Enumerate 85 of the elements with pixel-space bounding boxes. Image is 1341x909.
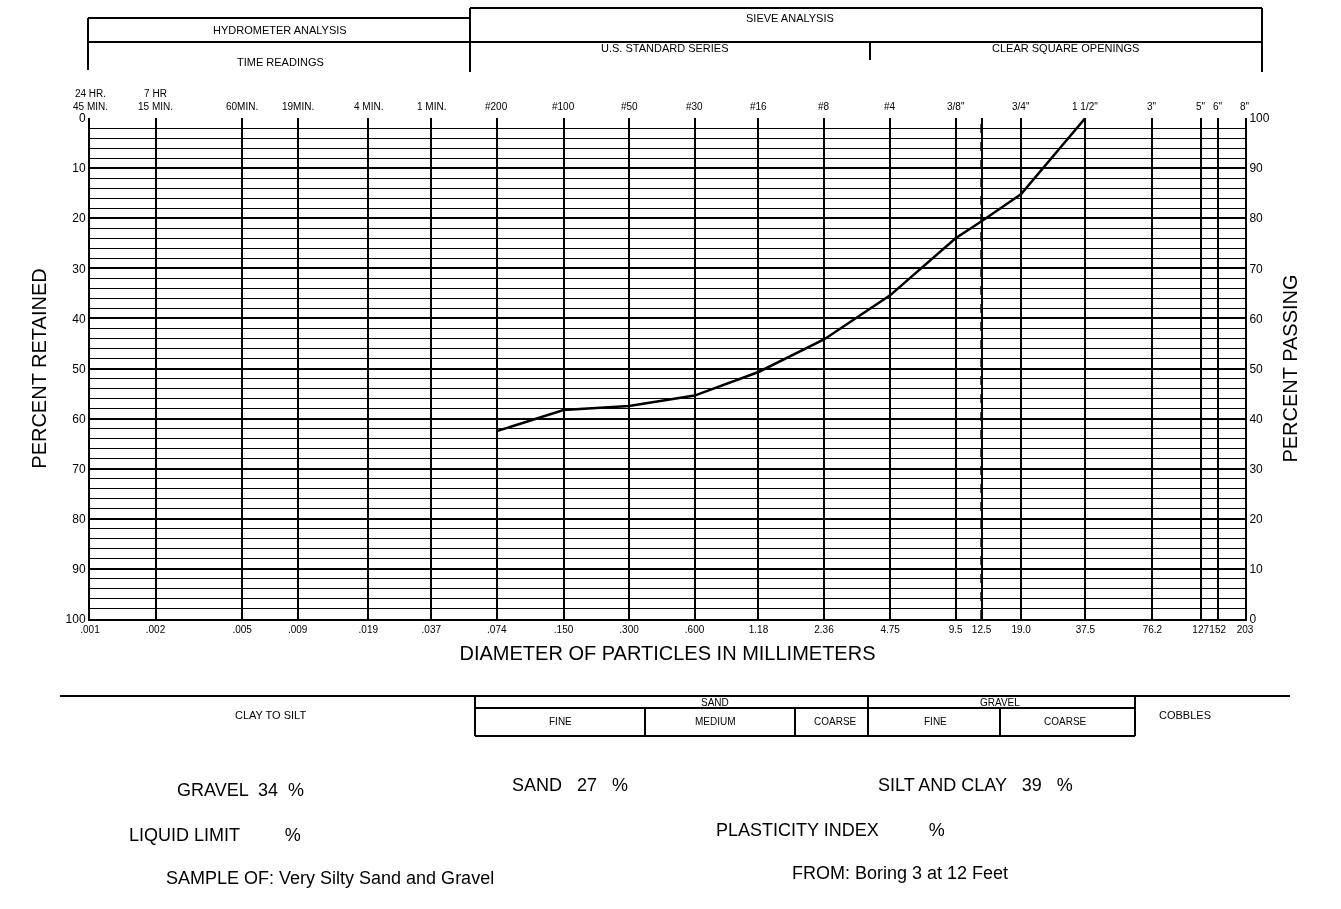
text: COBBLES [1159, 709, 1211, 721]
x-tick-label: 203 [1236, 624, 1254, 635]
text: #200 [485, 101, 508, 112]
text: 5" [1196, 101, 1206, 112]
text: GRAVEL 34 % [177, 780, 305, 800]
text: 24 HR. 45 MIN. [73, 88, 109, 112]
y-tick-label: 20 [72, 211, 86, 226]
x-tick-label: 9.5 [948, 624, 964, 635]
x-axis-title: DIAMETER OF PARTICLES IN MILLIMETERS [459, 642, 876, 664]
text: 1 MIN. [417, 101, 447, 112]
x-tick-label: 4.75 [880, 624, 901, 635]
text: SAMPLE OF: Very Silty Sand and Gravel [166, 868, 495, 888]
y-axis-title: PERCENT RETAINED [27, 268, 50, 469]
y2-tick-label: 20 [1249, 512, 1264, 526]
text: CLAY TO SILT [235, 709, 307, 721]
y2-tick-label: 90 [1249, 161, 1264, 176]
text: #100 [552, 101, 575, 112]
y2-tick-label: 100 [1249, 111, 1270, 126]
text: FINE [549, 716, 573, 727]
x-tick-label: .600 [684, 624, 705, 635]
x-tick-label: 76.2 [1142, 624, 1163, 635]
y2-tick-label: 30 [1249, 461, 1264, 476]
x-tick-label: 127 [1192, 624, 1210, 635]
text: COARSE [1044, 716, 1087, 727]
y-tick-label: 30 [72, 261, 86, 276]
y-tick-label: 40 [72, 311, 86, 326]
x-tick-label: .300 [619, 624, 640, 635]
text: 19MIN. [282, 101, 315, 112]
text: LIQUID LIMIT % [129, 825, 301, 845]
x-tick-label: .037 [421, 624, 442, 635]
y-tick-label: 10 [72, 161, 86, 176]
y2-tick-label: 40 [1249, 411, 1264, 426]
text: 1 1/2" [1072, 101, 1099, 112]
text: SAND [701, 697, 729, 708]
y2-axis-title: PERCENT PASSING [1278, 274, 1301, 463]
text: SILT AND CLAY 39 % [878, 775, 1073, 795]
y2-tick-label: 60 [1249, 311, 1264, 326]
y-tick-label: 60 [72, 411, 86, 426]
x-tick-label: .001 [80, 624, 101, 635]
x-tick-label: .002 [145, 624, 166, 635]
text: 3/8" [947, 101, 965, 112]
x-tick-label: .009 [287, 624, 308, 635]
text: 3" [1147, 101, 1157, 112]
y-tick-label: 0 [78, 111, 86, 126]
x-tick-label: 152 [1209, 624, 1227, 635]
y-tick-label: 70 [72, 461, 86, 476]
text: FINE [924, 716, 948, 727]
text: COARSE [814, 716, 857, 727]
text: SAND 27 % [512, 775, 629, 795]
y-tick-label: 90 [72, 562, 86, 577]
y-tick-label: 80 [72, 512, 86, 526]
text: MEDIUM [695, 716, 736, 727]
text: #50 [621, 101, 639, 112]
x-tick-label: .074 [487, 624, 507, 635]
y2-tick-label: 80 [1249, 211, 1264, 226]
x-tick-label: 2.36 [814, 624, 835, 635]
text: 4 MIN. [354, 101, 384, 112]
text: #4 [884, 101, 896, 112]
text: TIME READINGS [237, 56, 324, 68]
text: PLASTICITY INDEX % [716, 820, 945, 840]
text: SIEVE ANALYSIS [746, 12, 834, 24]
text: 3/4" [1012, 101, 1030, 112]
x-tick-label: 1.18 [748, 624, 769, 635]
text: U.S. STANDARD SERIES [601, 42, 729, 54]
text: 8" [1240, 101, 1250, 112]
text: CLEAR SQUARE OPENINGS [992, 42, 1140, 54]
y2-tick-label: 50 [1249, 361, 1264, 376]
x-tick-label: 37.5 [1075, 624, 1096, 635]
text: #16 [750, 101, 768, 112]
x-tick-label: .150 [553, 624, 574, 635]
text: #30 [686, 101, 704, 112]
y2-tick-label: 70 [1249, 261, 1264, 276]
x-tick-label: 12.5 [971, 624, 992, 635]
x-tick-label: .019 [358, 624, 379, 635]
text: GRAVEL [980, 697, 1021, 708]
y2-tick-label: 10 [1249, 562, 1264, 577]
text: FROM: Boring 3 at 12 Feet [792, 863, 1009, 883]
text: 6" [1213, 101, 1223, 112]
text: #8 [818, 101, 830, 112]
text: HYDROMETER ANALYSIS [213, 24, 347, 36]
text: 7 HR 15 MIN. [138, 88, 174, 112]
text: 60MIN. [226, 101, 259, 112]
y-tick-label: 50 [72, 361, 86, 376]
x-tick-label: 19.0 [1011, 624, 1032, 635]
x-tick-label: .005 [232, 624, 253, 635]
